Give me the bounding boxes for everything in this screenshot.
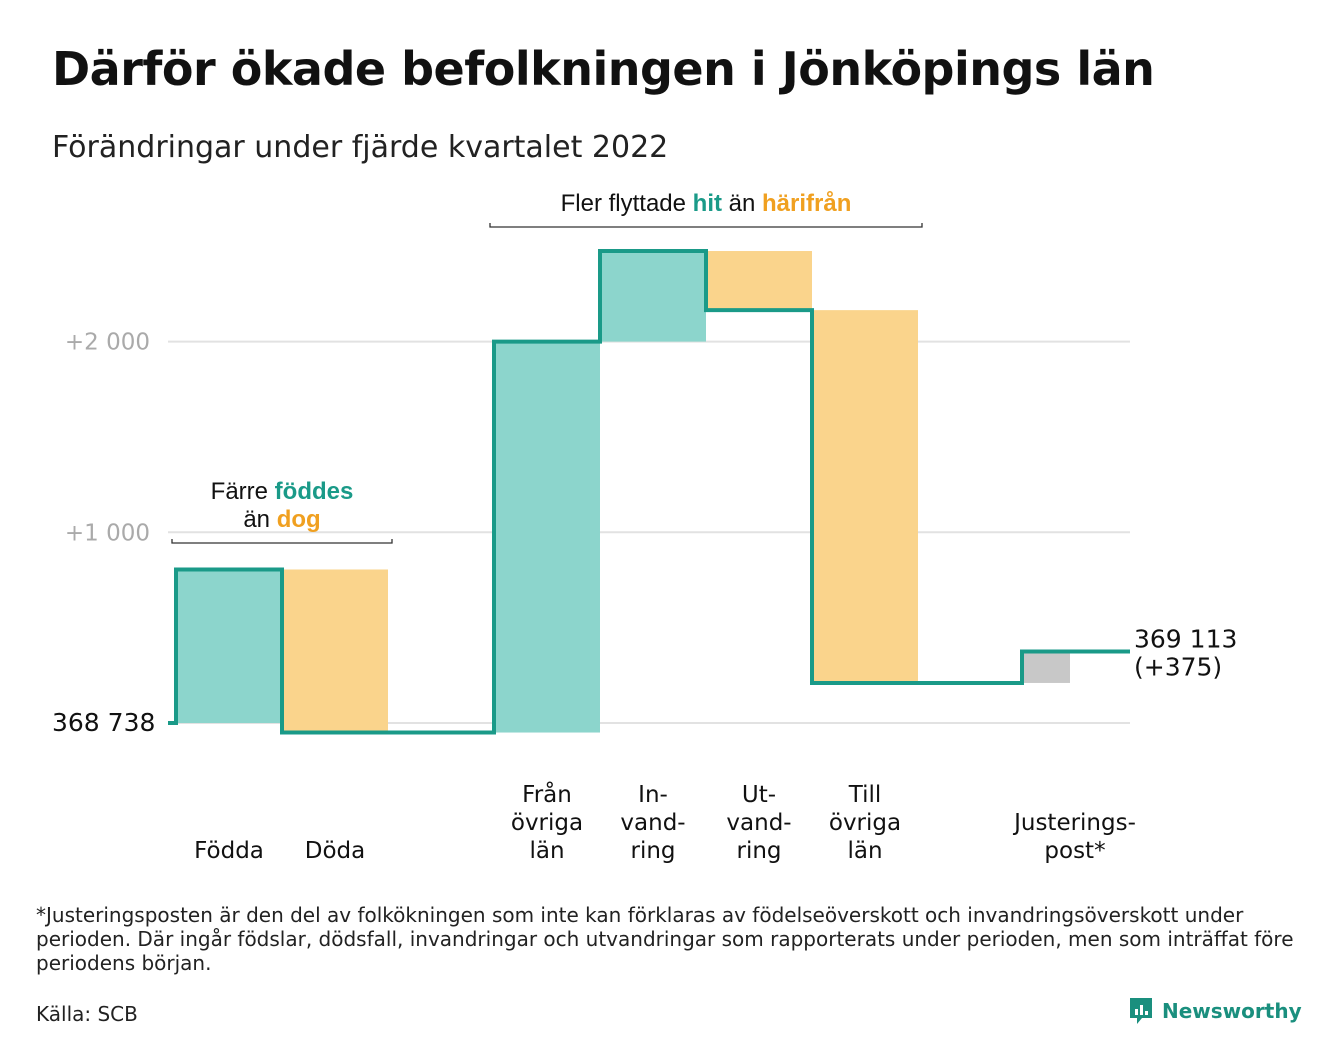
category-label-invandring: vand-: [620, 810, 685, 836]
bar-fodda: [176, 569, 282, 723]
category-label-doda: Döda: [305, 838, 365, 864]
annotation-segment: än: [722, 190, 762, 217]
footnote: *Justeringsposten är den del av folkökni…: [36, 903, 1294, 975]
annotation-bracket-births: [171, 539, 393, 544]
annotation-text-migration: Fler flyttade hit än härifrån: [561, 190, 852, 217]
annotation-text-births: än dog: [243, 506, 320, 533]
category-label-invandring: ring: [630, 838, 675, 864]
bar-doda: [282, 569, 388, 733]
annotation-segment: Fler flyttade: [561, 190, 693, 217]
category-label-fran-ovriga-lan: län: [529, 838, 564, 864]
annotation-segment: hit: [693, 190, 722, 217]
y-tick-label: +2 000: [65, 330, 150, 356]
annotation-segment: härifrån: [762, 190, 851, 217]
waterfall-chart: +1 000 +2 000 368 738 369 113(+375) Födda Död…: [52, 190, 1237, 864]
bar-invandring: [600, 251, 706, 342]
newsworthy-logo-icon: [1130, 998, 1152, 1024]
category-label-utvandring: ring: [736, 838, 781, 864]
category-label-justeringspost: Justerings-: [1012, 810, 1136, 836]
end-change-label: (+375): [1134, 652, 1222, 681]
bar-utvandring: [706, 251, 812, 311]
bar-justeringspost: [1022, 651, 1070, 683]
annotation-segment: Färre: [211, 478, 275, 505]
category-label-invandring: In-: [638, 782, 668, 808]
annotation-segment: än: [243, 506, 276, 533]
category-label-fodda: Födda: [194, 838, 264, 864]
bar-till-ovriga-lan: [812, 310, 918, 683]
brand[interactable]: Newsworthy: [1128, 996, 1302, 1026]
bar-fran-ovriga-lan: [494, 341, 600, 733]
category-label-till-ovriga-lan: Till: [848, 782, 882, 808]
chart-title: Därför ökade befolkningen i Jönköpings l…: [52, 42, 1155, 96]
y-tick-label: +1 000: [65, 520, 150, 546]
annotation-segment: föddes: [275, 478, 354, 505]
category-label-justeringspost: post*: [1044, 838, 1105, 864]
annotation-segment: dog: [277, 506, 321, 533]
category-label-till-ovriga-lan: län: [847, 838, 882, 864]
category-label-utvandring: Ut-: [742, 782, 776, 808]
category-label-fran-ovriga-lan: övriga: [511, 810, 583, 836]
category-label-utvandring: vand-: [726, 810, 791, 836]
start-value-label: 368 738: [52, 708, 155, 737]
source-note: Källa: SCB: [36, 1002, 138, 1026]
category-label-till-ovriga-lan: övriga: [829, 810, 901, 836]
chart-subtitle: Förändringar under fjärde kvartalet 2022: [52, 130, 669, 165]
annotation-bracket-migration: [489, 223, 923, 228]
end-value-label: 369 113: [1134, 624, 1237, 653]
brand-name: Newsworthy: [1162, 999, 1302, 1023]
cumulative-step-line: [168, 249, 1130, 735]
category-label-fran-ovriga-lan: Från: [522, 780, 572, 808]
annotation-text-births: Färre föddes: [211, 478, 354, 505]
